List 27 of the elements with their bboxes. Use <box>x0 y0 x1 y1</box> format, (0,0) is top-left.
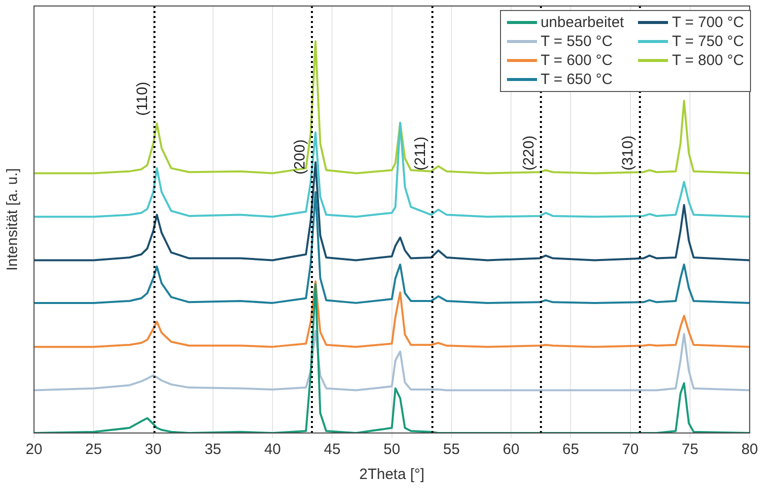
x-tick-label: 55 <box>443 441 460 458</box>
x-tick-label: 60 <box>502 441 520 458</box>
legend-label: T = 750 °C <box>672 32 744 51</box>
x-tick-label: 30 <box>144 441 162 458</box>
x-tick-label: 65 <box>562 441 580 458</box>
x-tick-label: 40 <box>264 441 281 458</box>
x-axis-title: 2Theta [°] <box>359 466 424 484</box>
legend-label: T = 550 °C <box>540 32 613 51</box>
x-tick-label: 45 <box>324 441 341 458</box>
x-tick-label: 25 <box>85 441 102 458</box>
legend-label: T = 650 °C <box>540 70 613 89</box>
annotation: (310) <box>620 136 637 171</box>
x-tick-label: 50 <box>383 441 400 458</box>
x-tick-label: 70 <box>622 441 639 458</box>
x-tick-label: 80 <box>741 441 758 458</box>
legend-label: unbearbeitet <box>540 13 624 32</box>
annotation: (211) <box>412 136 430 171</box>
annotation: (200) <box>292 139 309 174</box>
x-tick-label: 75 <box>682 441 698 458</box>
legend-label: T = 600 °C <box>540 51 613 70</box>
annotation: (110) <box>134 82 152 116</box>
legend-label: T = 700 °C <box>672 13 744 32</box>
x-tick-label: 20 <box>26 441 42 458</box>
x-tick-label: 35 <box>204 441 222 458</box>
annotation: (220) <box>520 136 538 171</box>
legend-label: T = 800 °C <box>672 51 744 70</box>
y-axis-title: Intensität [a. u.] <box>4 168 22 271</box>
